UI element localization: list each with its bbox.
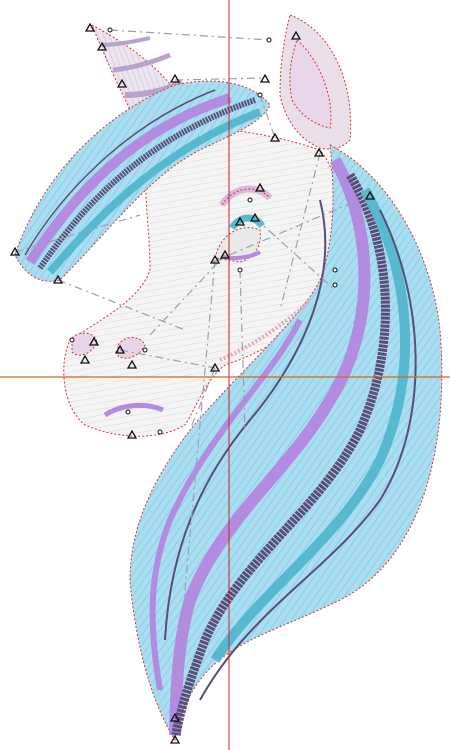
stitch-start-marker[interactable] <box>364 190 376 200</box>
stitch-start-marker[interactable] <box>96 41 108 51</box>
stitch-nodes <box>9 22 376 744</box>
stitch-start-marker[interactable] <box>219 249 231 259</box>
stitch-point[interactable] <box>257 92 263 98</box>
stitch-start-marker[interactable] <box>209 362 221 372</box>
stitch-point[interactable] <box>69 337 75 343</box>
stitch-start-marker[interactable] <box>249 212 261 222</box>
stitch-point[interactable] <box>107 27 113 33</box>
stitch-start-marker[interactable] <box>84 22 96 32</box>
stitch-point[interactable] <box>266 37 272 43</box>
stitch-start-marker[interactable] <box>126 359 138 369</box>
stitch-point[interactable] <box>332 267 338 273</box>
stitch-start-marker[interactable] <box>79 354 91 364</box>
stitch-point[interactable] <box>125 409 131 415</box>
stitch-start-marker[interactable] <box>9 246 21 256</box>
stitch-start-marker[interactable] <box>116 78 128 88</box>
stitch-start-marker[interactable] <box>313 147 325 157</box>
cheek-line[interactable] <box>219 298 312 362</box>
neck-mane[interactable] <box>129 144 443 742</box>
stitch-start-marker[interactable] <box>254 182 266 192</box>
stitch-start-marker[interactable] <box>259 73 271 83</box>
stitch-start-marker[interactable] <box>169 712 181 722</box>
stitch-point[interactable] <box>142 347 148 353</box>
stitch-start-marker[interactable] <box>169 73 181 83</box>
nostril-left[interactable] <box>71 332 98 356</box>
stitch-point[interactable] <box>237 267 243 273</box>
stitch-start-marker[interactable] <box>209 254 221 264</box>
face-shape[interactable] <box>63 128 339 437</box>
stitch-start-marker[interactable] <box>126 429 138 439</box>
stitch-start-marker[interactable] <box>88 336 100 346</box>
stitch-start-marker[interactable] <box>169 734 181 744</box>
travel-connectors <box>14 29 371 701</box>
stitch-start-marker[interactable] <box>114 344 126 354</box>
stitch-start-marker[interactable] <box>290 30 302 40</box>
ear-shape[interactable] <box>279 14 352 150</box>
stitch-start-marker[interactable] <box>269 132 281 142</box>
stitch-point[interactable] <box>332 282 338 288</box>
stitch-point[interactable] <box>247 197 253 203</box>
stitch-point[interactable] <box>157 429 163 435</box>
mouth[interactable] <box>103 402 165 418</box>
ear-inner-shape[interactable] <box>289 39 332 129</box>
forelock-mane[interactable] <box>14 80 271 282</box>
stitch-start-marker[interactable] <box>234 216 246 226</box>
stitch-start-marker[interactable] <box>52 274 64 284</box>
eyebrow[interactable] <box>219 185 273 208</box>
